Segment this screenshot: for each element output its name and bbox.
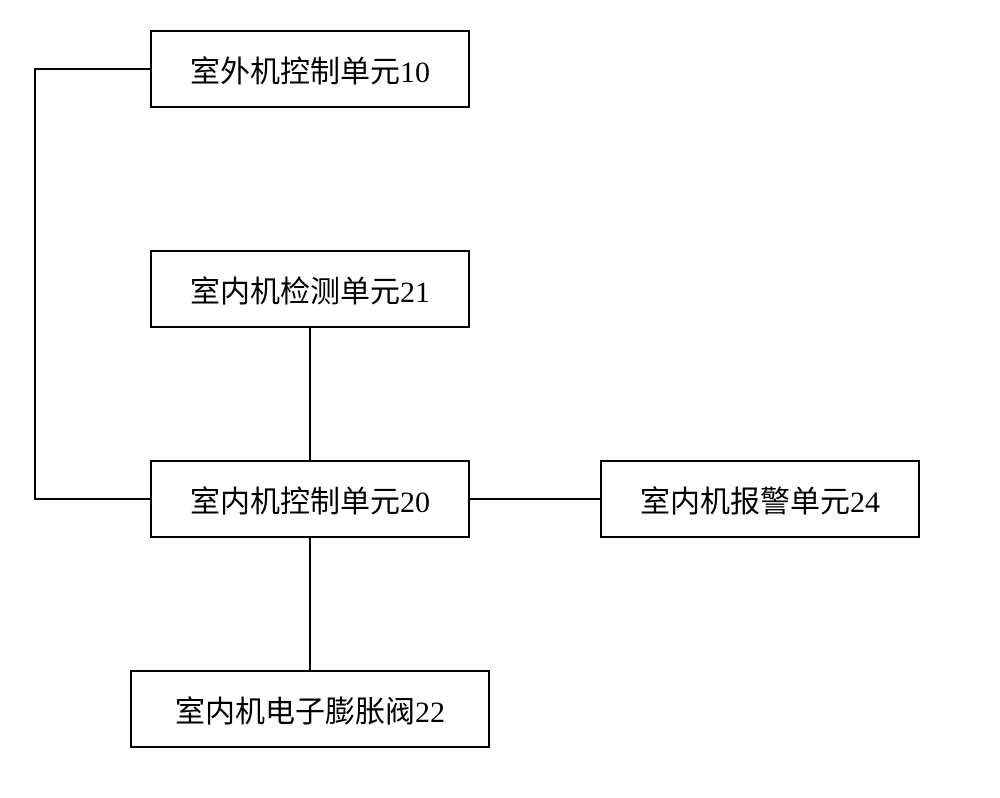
edge-1 <box>309 538 311 670</box>
edge-3-h1 <box>35 68 150 70</box>
node-indoor-valve: 室内机电子膨胀阀22 <box>130 670 490 748</box>
node-indoor-alarm-label: 室内机报警单元24 <box>640 477 880 521</box>
node-indoor-valve-label: 室内机电子膨胀阀22 <box>175 687 445 731</box>
node-indoor-control-label: 室内机控制单元20 <box>190 477 430 521</box>
node-outdoor-control-label: 室外机控制单元10 <box>190 47 430 91</box>
node-outdoor-control: 室外机控制单元10 <box>150 30 470 108</box>
edge-2 <box>470 498 600 500</box>
node-indoor-detect: 室内机检测单元21 <box>150 250 470 328</box>
edge-3-v <box>34 68 36 500</box>
edge-0 <box>309 328 311 460</box>
node-indoor-control: 室内机控制单元20 <box>150 460 470 538</box>
edge-3-h2 <box>35 498 150 500</box>
node-indoor-alarm: 室内机报警单元24 <box>600 460 920 538</box>
node-indoor-detect-label: 室内机检测单元21 <box>190 267 430 311</box>
